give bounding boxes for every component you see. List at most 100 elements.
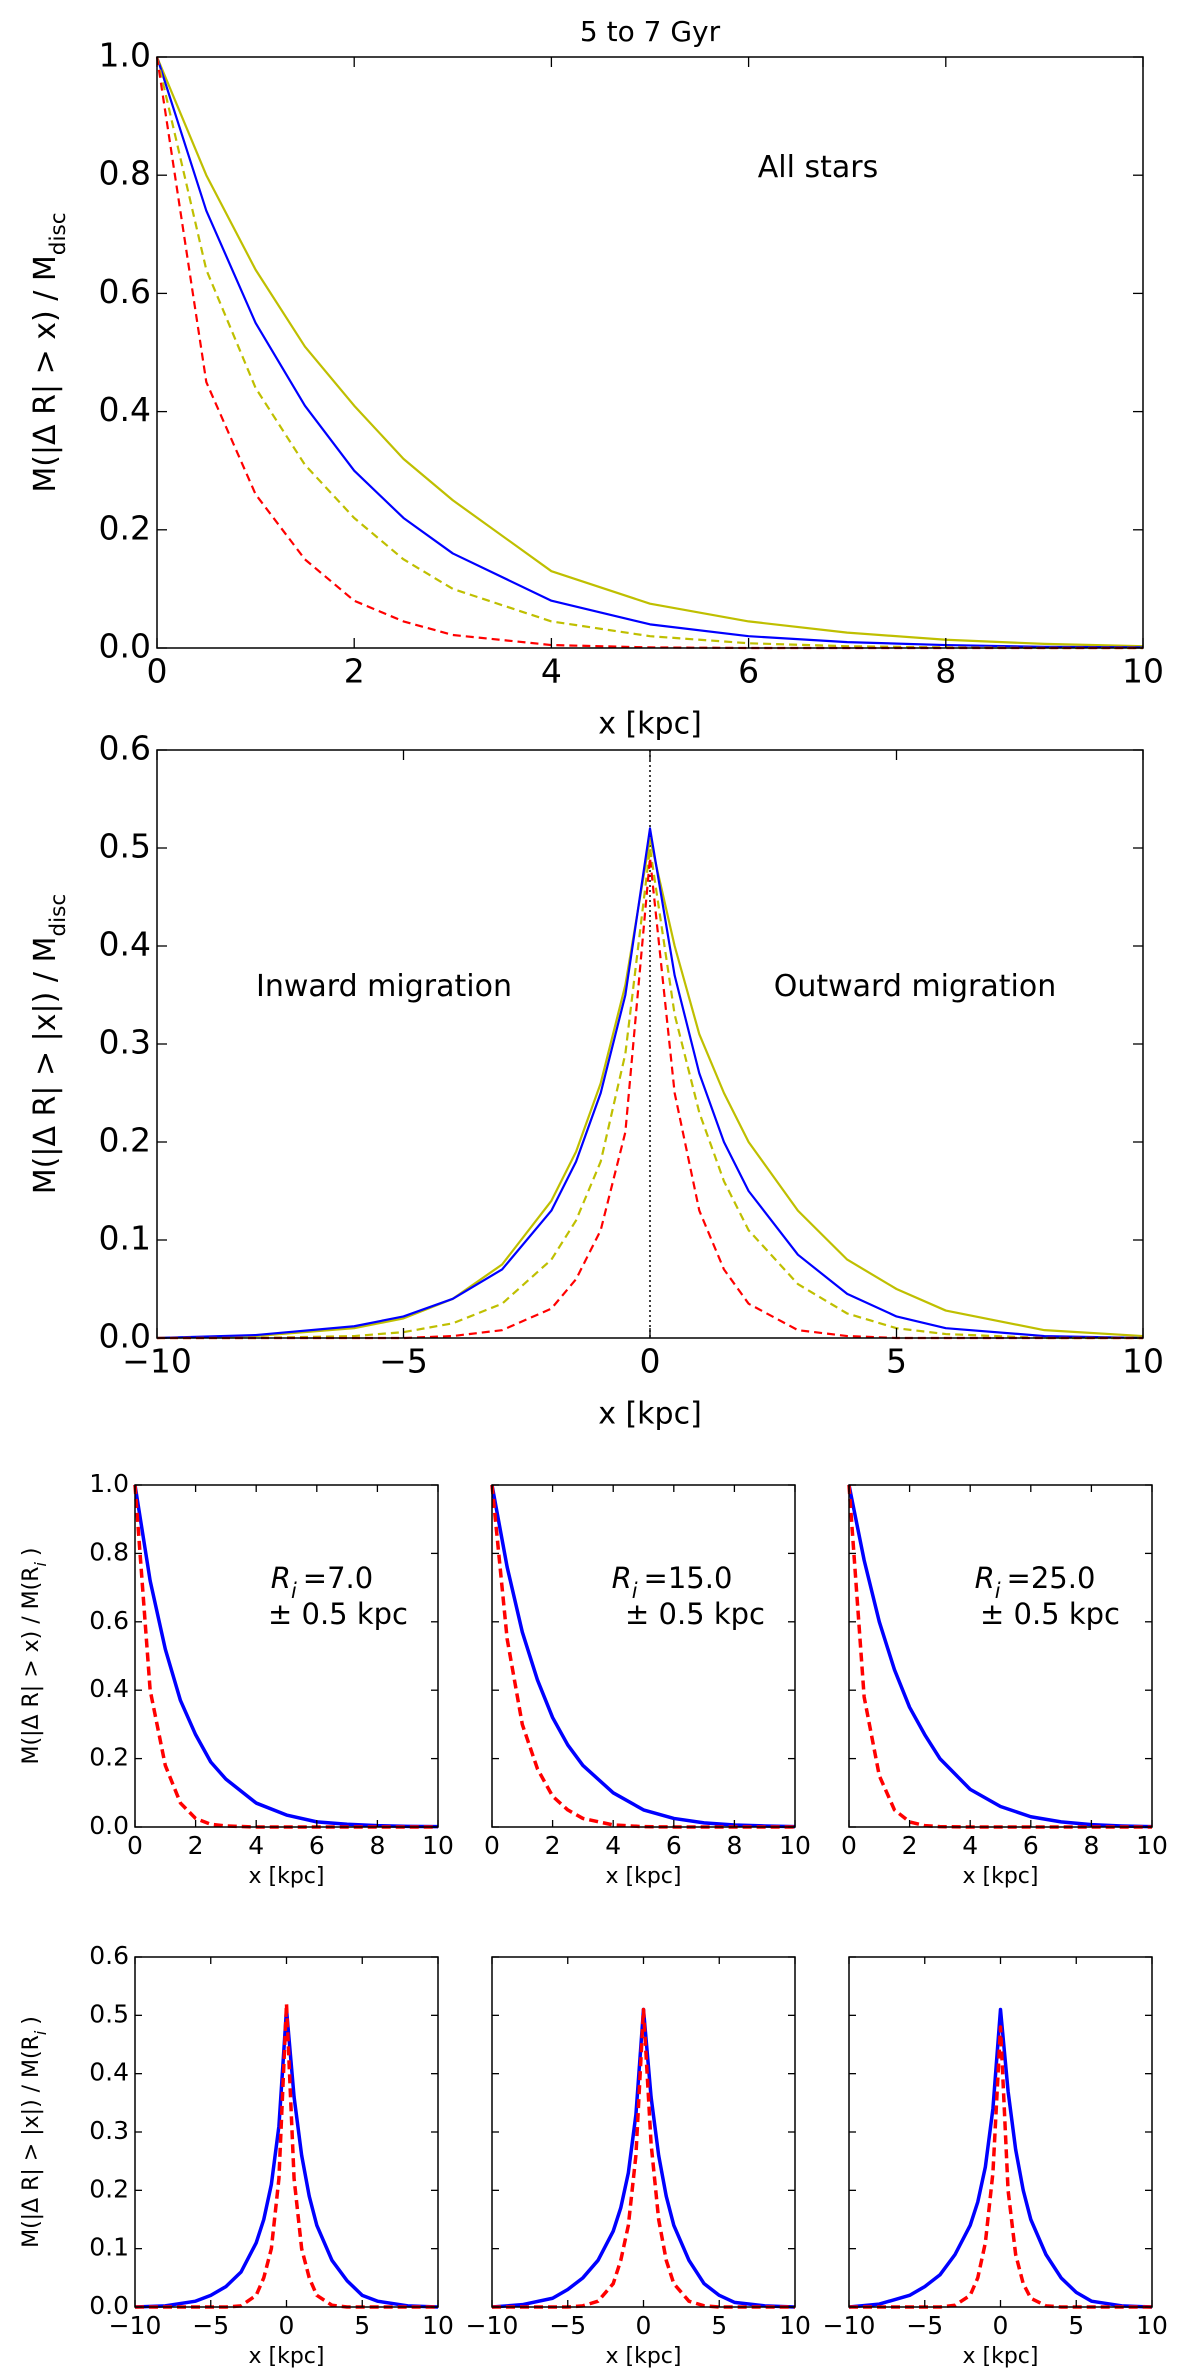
x-tick-label: 0: [147, 652, 168, 691]
x-tick-label: 0: [640, 1342, 661, 1381]
y-tick-label: 0.2: [99, 508, 151, 547]
x-tick-label: 10: [779, 1831, 811, 1860]
annotation-part: Inward migration: [256, 969, 512, 1004]
data-line: [133, 1484, 438, 1829]
x-tick-label: 6: [309, 1831, 325, 1860]
annotation: ± 0.5 kpc: [980, 1597, 1120, 1631]
y-axis-label-part: M(|Δ R| > |x|) / M(R: [19, 2035, 44, 2248]
x-tick-label: 8: [1083, 1831, 1099, 1860]
x-tick-label: 4: [962, 1831, 978, 1860]
x-tick-label: 8: [935, 652, 956, 691]
y-axis-label-part: M(|Δ R| > |x|) / M: [28, 937, 63, 1195]
x-tick-label: 5: [886, 1342, 907, 1381]
x-tick-label: 0: [279, 2311, 295, 2340]
annotation-part: =7.0: [303, 1561, 373, 1595]
y-tick-label: 0.0: [99, 1317, 151, 1356]
annotation-part: All stars: [758, 150, 878, 185]
data-line: [490, 1484, 796, 1829]
x-tick-label: 0: [636, 2311, 652, 2340]
y-axis-label-part: i: [31, 2030, 50, 2035]
x-tick-label: −10: [823, 2311, 876, 2340]
annotation-part: ± 0.5 kpc: [980, 1597, 1120, 1631]
annotation-part: Outward migration: [774, 969, 1056, 1004]
data-line: [157, 846, 1143, 1340]
y-tick-label: 0.3: [89, 2116, 129, 2145]
y-tick-label: 0.1: [89, 2233, 129, 2262]
x-tick-label: 8: [726, 1831, 742, 1860]
x-axis-label: x [kpc]: [963, 1864, 1039, 1889]
data-line: [134, 2007, 439, 2309]
y-tick-label: 0.2: [99, 1121, 151, 1160]
x-tick-label: 10: [1136, 1831, 1168, 1860]
x-tick-label: 2: [545, 1831, 561, 1860]
annotation: Outward migration: [774, 969, 1056, 1004]
annotation-part: R: [975, 1561, 995, 1595]
y-axis-label-part: M(|Δ R| > x) / M: [28, 255, 63, 492]
x-tick-label: 10: [1122, 1342, 1164, 1381]
data-line: [155, 56, 1144, 648]
data-line: [491, 2007, 796, 2309]
annotation-part: R: [271, 1561, 291, 1595]
x-tick-label: 0: [127, 1831, 143, 1860]
axes-frame: [156, 56, 1144, 649]
x-tick-label: 6: [666, 1831, 682, 1860]
x-tick-label: 10: [422, 1831, 454, 1860]
x-tick-label: 0: [484, 1831, 500, 1860]
axes-frame: [848, 1484, 1153, 1828]
y-tick-label: 0.0: [89, 2291, 129, 2320]
x-tick-label: 5: [711, 2311, 727, 2340]
x-tick-label: 8: [369, 1831, 385, 1860]
y-tick-label: 0.4: [99, 390, 151, 429]
y-axis-label-part: ): [19, 1548, 44, 1557]
data-line: [156, 837, 1144, 1340]
x-axis-label: x [kpc]: [249, 2344, 325, 2369]
y-axis-label: M(|Δ R| > x) / M(Ri): [19, 1548, 50, 1765]
x-tick-label: 10: [422, 2311, 454, 2340]
y-tick-label: 0.6: [99, 272, 151, 311]
data-line: [135, 2001, 438, 2309]
axes-frame: [134, 1484, 439, 1828]
y-tick-label: 0.5: [99, 827, 151, 866]
y-tick-label: 0.6: [89, 1941, 129, 1970]
annotation: ± 0.5 kpc: [625, 1597, 765, 1631]
x-tick-label: 4: [248, 1831, 264, 1860]
data-line: [849, 2025, 1152, 2309]
x-tick-label: 2: [344, 652, 365, 691]
y-tick-label: 1.0: [99, 36, 151, 75]
y-tick-label: 0.4: [89, 2058, 129, 2087]
y-tick-label: 0.4: [99, 925, 151, 964]
y-tick-label: 0.1: [99, 1219, 151, 1258]
y-axis-label-part: disc: [46, 212, 71, 255]
y-axis-label: M(|Δ R| > |x|) / M(Ri): [19, 2016, 50, 2248]
annotation: Ri =7.0: [271, 1561, 373, 1603]
annotation-part: i: [632, 1579, 638, 1603]
x-tick-label: −5: [906, 2311, 943, 2340]
y-tick-label: 0.2: [89, 1743, 129, 1772]
y-tick-label: 0.0: [89, 1811, 129, 1840]
data-line: [156, 827, 1144, 1340]
y-axis-label: M(|Δ R| > |x|) / Mdisc: [28, 894, 71, 1195]
x-axis-label: x [kpc]: [606, 1864, 682, 1889]
x-axis-label: x [kpc]: [598, 1397, 702, 1432]
x-axis-label: x [kpc]: [598, 707, 702, 742]
data-line: [492, 2007, 795, 2309]
chart-title: 5 to 7 Gyr: [580, 15, 721, 48]
x-tick-label: 6: [738, 652, 759, 691]
y-axis-label: M(|Δ R| > x) / Mdisc: [28, 212, 71, 492]
y-tick-label: 0.8: [89, 1537, 129, 1566]
x-tick-label: −10: [466, 2311, 519, 2340]
y-axis-label-part: M(|Δ R| > x) / M(R: [19, 1567, 44, 1765]
x-tick-label: 10: [779, 2311, 811, 2340]
y-tick-label: 1.0: [89, 1469, 129, 1498]
y-tick-label: 0.3: [99, 1023, 151, 1062]
x-axis-label: x [kpc]: [606, 2344, 682, 2369]
x-tick-label: 2: [902, 1831, 918, 1860]
x-tick-label: −5: [192, 2311, 229, 2340]
y-tick-label: 0.6: [89, 1606, 129, 1635]
data-line: [490, 1484, 795, 1829]
y-axis-label-part: i: [31, 1562, 50, 1567]
data-line: [155, 56, 1143, 650]
x-tick-label: −10: [109, 2311, 162, 2340]
y-axis-label-part: ): [19, 2016, 44, 2025]
annotation-part: ± 0.5 kpc: [625, 1597, 765, 1631]
